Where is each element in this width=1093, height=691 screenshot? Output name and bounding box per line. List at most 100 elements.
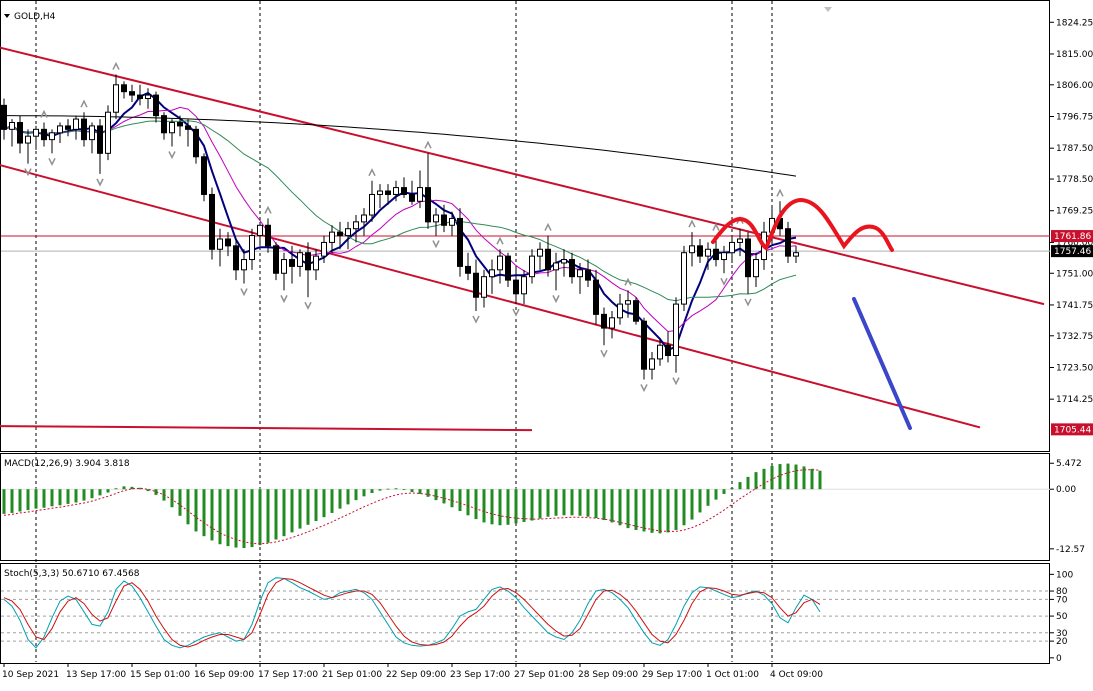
macd-histogram-bar xyxy=(90,489,94,499)
candle-body xyxy=(193,128,199,158)
candle-body xyxy=(145,94,151,100)
y-axis-tick-label: 1796.75 xyxy=(1056,113,1093,123)
candle-body xyxy=(273,245,279,274)
trend-channel-line[interactable] xyxy=(0,37,1045,306)
candle xyxy=(705,242,711,270)
candle-body xyxy=(697,245,703,257)
fractal-up-marker xyxy=(264,205,272,214)
candle xyxy=(625,290,631,318)
y-axis-tick-label: 1741.75 xyxy=(1056,301,1093,311)
candle-body xyxy=(249,235,255,261)
candle-body xyxy=(393,187,399,195)
candle-body xyxy=(433,214,439,223)
macd-pane-frame xyxy=(0,453,1050,561)
chart-shift-marker-icon[interactable] xyxy=(824,7,832,12)
macd-histogram-bar xyxy=(466,489,470,516)
dropdown-triangle-icon[interactable] xyxy=(4,14,10,18)
candle-body xyxy=(553,262,559,271)
candle-body xyxy=(169,121,175,134)
candle xyxy=(329,225,335,253)
moving-average-line xyxy=(3,120,797,302)
fractal-down-marker xyxy=(720,277,728,286)
price-label-text: 1705.44 xyxy=(1054,425,1091,435)
candle xyxy=(577,262,583,294)
price-label-text: 1757.46 xyxy=(1054,247,1091,257)
candle xyxy=(121,81,127,99)
candle-body xyxy=(41,128,47,141)
macd-histogram-bar xyxy=(714,489,718,500)
candle xyxy=(489,259,495,294)
macd-histogram-bar xyxy=(58,489,62,506)
macd-histogram-bar xyxy=(210,489,214,541)
fractal-down-marker xyxy=(240,288,248,297)
candle xyxy=(745,232,751,294)
candle xyxy=(81,112,87,147)
candle xyxy=(313,249,319,281)
candle xyxy=(449,211,455,236)
candle-body xyxy=(305,252,311,271)
candle-body xyxy=(625,300,631,305)
candle xyxy=(225,232,231,257)
candle-body xyxy=(417,187,423,202)
candle xyxy=(481,269,487,308)
macd-histogram-bar xyxy=(154,489,158,495)
candle-body xyxy=(673,303,679,356)
y-axis-tick-label: 0 xyxy=(1056,654,1062,664)
macd-histogram-bar xyxy=(794,464,798,490)
candle xyxy=(673,297,679,373)
candle xyxy=(41,122,47,147)
candle xyxy=(505,252,511,287)
macd-histogram-bar xyxy=(666,489,670,533)
candle xyxy=(321,235,327,263)
candle-body xyxy=(257,224,263,237)
candle xyxy=(561,249,567,277)
price-label-text: 1761.86 xyxy=(1054,232,1091,242)
candle xyxy=(361,208,367,236)
candle-body xyxy=(425,187,431,223)
forecast-arrow-line xyxy=(852,297,912,430)
candle-body xyxy=(97,125,103,154)
candle-body xyxy=(545,248,551,271)
macd-histogram-bar xyxy=(42,489,46,508)
candle xyxy=(185,119,191,147)
macd-histogram-bar xyxy=(562,489,566,516)
fractal-down-marker xyxy=(96,178,104,187)
fractal-up-marker xyxy=(496,236,504,245)
candle-body xyxy=(81,118,87,141)
candle xyxy=(529,249,535,284)
macd-histogram-bar xyxy=(338,489,342,509)
macd-histogram-bar xyxy=(730,487,734,490)
candle xyxy=(129,84,135,102)
macd-histogram-bar xyxy=(386,488,390,490)
macd-histogram-bar xyxy=(634,489,638,531)
candle-body xyxy=(201,156,207,195)
macd-histogram-bar xyxy=(674,489,678,531)
candle xyxy=(105,105,111,161)
candle xyxy=(681,245,687,311)
x-axis-tick-label: 22 Sep 09:00 xyxy=(386,670,446,680)
macd-histogram-bar xyxy=(762,468,766,490)
macd-histogram-bar xyxy=(370,489,374,494)
stoch-title: Stoch(5,3,3) 50.6710 67.4568 xyxy=(4,569,140,579)
y-axis-tick-label: 5.472 xyxy=(1056,459,1082,469)
candle-body xyxy=(153,94,159,117)
fractal-down-marker xyxy=(640,384,648,393)
x-axis-tick-label: 4 Oct 09:00 xyxy=(770,670,823,680)
macd-histogram-bar xyxy=(434,489,438,501)
macd-histogram-bar xyxy=(474,489,478,520)
candle-body xyxy=(473,272,479,298)
candle-body xyxy=(9,121,15,130)
fractal-up-marker xyxy=(624,277,632,286)
candle-body xyxy=(737,238,743,243)
y-axis-tick-label: 1760.00 xyxy=(1056,238,1093,248)
trend-channel-line[interactable] xyxy=(0,153,981,429)
candle-body xyxy=(617,303,623,319)
candle xyxy=(601,307,607,346)
macd-histogram-bar xyxy=(786,463,790,490)
y-axis-tick-label: 1723.50 xyxy=(1056,363,1093,373)
candle-body xyxy=(649,358,655,370)
trend-channel-line[interactable] xyxy=(0,425,533,432)
macd-histogram-bar xyxy=(810,468,814,490)
macd-histogram-bar xyxy=(818,470,822,490)
candle-body xyxy=(561,259,567,264)
